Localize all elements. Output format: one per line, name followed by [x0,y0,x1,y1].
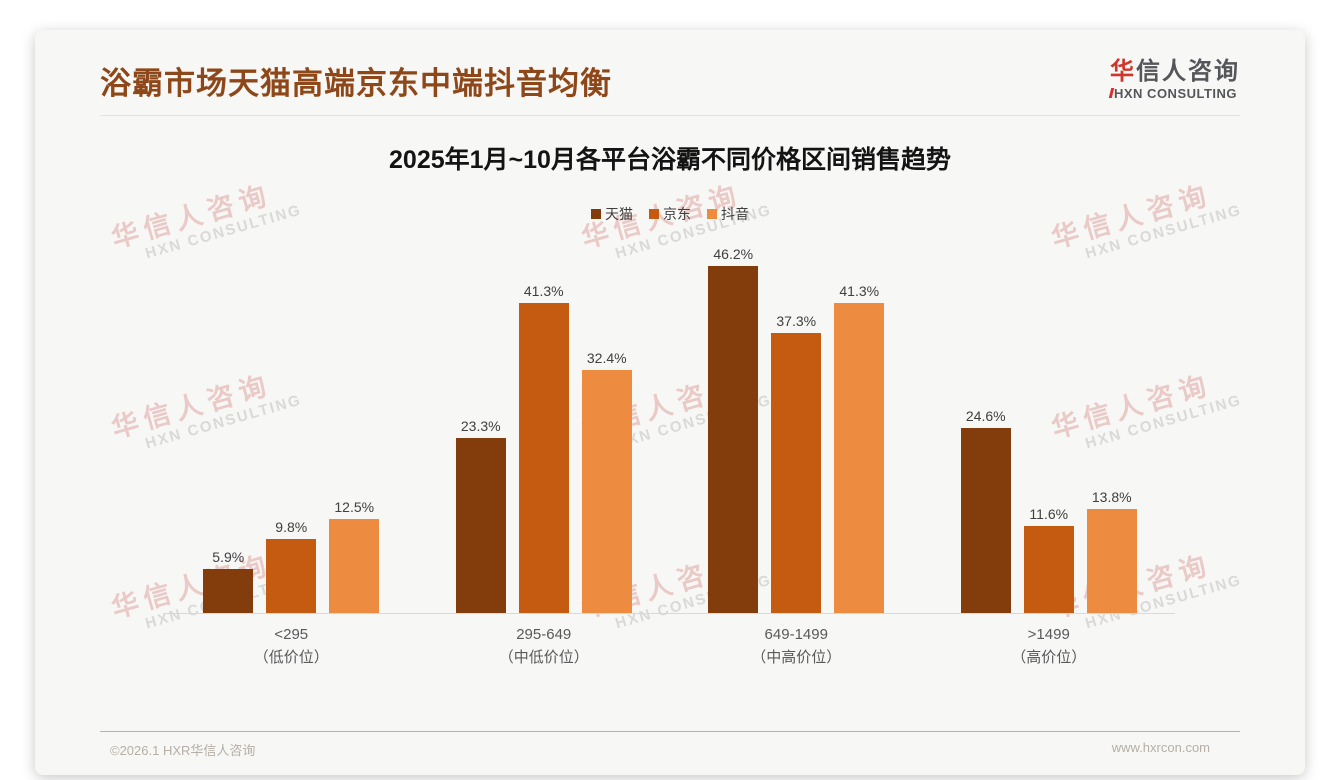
bar-group-1: 23.3% 41.3% 32.4% [455,238,632,613]
category-label-1: 295-649 （中低价位） [456,623,632,670]
category-label-line2: （中高价位） [751,649,842,667]
slide-card: 华信人咨询 HXN CONSULTING 华信人咨询 HXN CONSULTING 华信… [35,30,1305,775]
bar-rect [834,303,885,613]
bar-2-1: 32.4% [581,238,632,613]
legend-label: 天猫 [605,206,633,222]
bar-value-label: 41.3% [523,283,564,299]
brand-logo-cn-rest: 信人咨询 [1136,58,1240,86]
legend-swatch-icon [649,209,659,219]
bar-group-2: 46.2% 37.3% 41.3% [708,238,885,613]
legend-item-0: 天猫 [591,204,633,224]
legend-item-1: 京东 [649,204,691,224]
footer-divider [100,731,1240,732]
bar-1-3: 11.6% [1023,238,1074,613]
copyright-text: ©2026.1 HXR华信人咨询 [110,743,256,758]
bar-rect [1023,526,1074,613]
bar-0-0: 5.9% [203,238,254,613]
bar-value-label: 37.3% [776,313,817,329]
bar-2-2: 41.3% [834,238,885,613]
category-label-0: <295 （低价位） [203,623,379,670]
category-label-3: >1499 （高价位） [961,623,1137,670]
bar-2-0: 12.5% [329,238,380,613]
bar-rect [581,370,632,613]
bar-rect [960,428,1011,613]
category-label-line1: <295 [274,626,309,643]
bar-2-3: 13.8% [1086,238,1137,613]
bar-rect [455,438,506,613]
chart-section: 2025年1月~10月各平台浴霸不同价格区间销售趋势 天猫 京东 抖音 5.9% 9.… [35,116,1305,731]
bar-rect [329,519,380,613]
bar-chart: 5.9% 9.8% 12.5% 23.3% 41.3% 32.4% 46.2% 37.3% 41… [165,238,1175,670]
chart-title: 2025年1月~10月各平台浴霸不同价格区间销售趋势 [389,146,951,174]
header-divider [100,115,1240,116]
bar-value-label: 46.2% [713,246,754,262]
slide-header: 浴霸市场天猫高端京东中端抖音均衡 华信人咨询 HXN CONSULTING [35,30,1305,115]
brand-logo: 华信人咨询 HXN CONSULTING [1108,59,1240,103]
footer-row: ©2026.1 HXR华信人咨询 www.hxrcon.com [35,740,1305,759]
bar-value-label: 24.6% [965,408,1006,424]
website-url: www.hxrcon.com [1111,740,1210,755]
bar-value-label: 9.8% [275,519,308,535]
category-label-line2: （低价位） [253,649,329,667]
legend-swatch-icon [707,209,717,219]
category-labels: <295 （低价位） 295-649 （中低价位） 649-1499 （中高价位） >149… [165,623,1175,670]
bar-0-1: 23.3% [455,238,506,613]
bar-1-2: 37.3% [771,238,822,613]
bar-value-label: 32.4% [586,350,627,366]
bar-rect [708,266,759,613]
legend-label: 抖音 [721,206,749,222]
bar-value-label: 12.5% [334,499,375,515]
bar-value-label: 41.3% [839,283,880,299]
bar-rect [771,333,822,613]
bar-1-0: 9.8% [266,238,317,613]
bar-group-3: 24.6% 11.6% 13.8% [960,238,1137,613]
page-title: 浴霸市场天猫高端京东中端抖音均衡 [100,66,612,101]
brand-logo-en: HXN CONSULTING [1108,85,1240,101]
chart-legend: 天猫 京东 抖音 [35,204,1305,224]
bar-rect [518,303,569,613]
bar-0-3: 24.6% [960,238,1011,613]
bar-value-label: 23.3% [460,418,501,434]
brand-logo-cn-first: 华 [1110,58,1136,86]
legend-item-2: 抖音 [707,204,749,224]
chart-plot: 5.9% 9.8% 12.5% 23.3% 41.3% 32.4% 46.2% 37.3% 41… [165,238,1175,613]
slide-footer: ©2026.1 HXR华信人咨询 www.hxrcon.com [35,731,1305,775]
x-axis-line [165,613,1175,614]
category-label-line2: （中低价位） [498,649,589,667]
legend-label: 京东 [663,206,691,222]
legend-swatch-icon [591,209,601,219]
bar-value-label: 5.9% [212,549,245,565]
category-label-line1: 295-649 [516,626,572,643]
bar-value-label: 11.6% [1029,506,1069,522]
category-label-line2: （高价位） [1011,649,1087,667]
bar-0-2: 46.2% [708,238,759,613]
bar-value-label: 13.8% [1091,489,1132,505]
bar-group-0: 5.9% 9.8% 12.5% [203,238,380,613]
brand-logo-en-text: HXN CONSULTING [1114,85,1238,101]
category-label-line1: 649-1499 [764,626,828,643]
brand-logo-cn: 华信人咨询 [1110,59,1240,85]
category-label-line1: >1499 [1027,626,1070,643]
bar-1-1: 41.3% [518,238,569,613]
bar-rect [266,539,317,613]
bar-rect [1086,509,1137,613]
category-label-2: 649-1499 （中高价位） [708,623,884,670]
bar-rect [203,569,254,613]
